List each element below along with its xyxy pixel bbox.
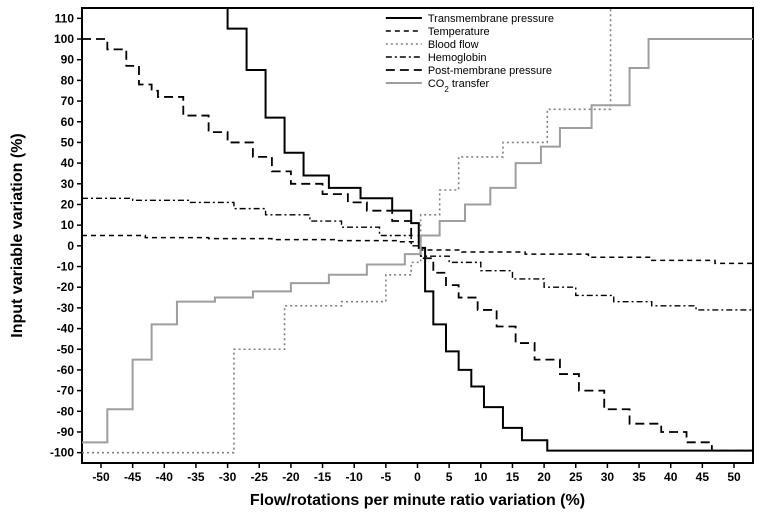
svg-text:50: 50 — [727, 470, 741, 484]
svg-text:110: 110 — [55, 11, 75, 25]
svg-text:-20: -20 — [282, 470, 300, 484]
svg-text:0: 0 — [67, 239, 74, 253]
chart-root: -100-90-80-70-60-50-40-30-20-10010203040… — [0, 0, 771, 517]
sensitivity-step-chart: -100-90-80-70-60-50-40-30-20-10010203040… — [0, 0, 771, 517]
svg-text:-35: -35 — [187, 470, 205, 484]
svg-text:30: 30 — [61, 177, 75, 191]
svg-text:-50: -50 — [57, 342, 75, 356]
svg-text:50: 50 — [61, 135, 75, 149]
svg-text:100: 100 — [54, 32, 74, 46]
svg-text:-15: -15 — [314, 470, 332, 484]
legend-label: Temperature — [428, 26, 490, 38]
svg-text:Flow/rotations per minute rati: Flow/rotations per minute ratio variatio… — [250, 492, 585, 509]
svg-text:0: 0 — [414, 470, 421, 484]
svg-text:40: 40 — [61, 156, 75, 170]
svg-text:-90: -90 — [57, 425, 75, 439]
svg-text:-10: -10 — [346, 470, 364, 484]
svg-text:-30: -30 — [219, 470, 237, 484]
svg-text:90: 90 — [61, 53, 75, 67]
svg-text:10: 10 — [474, 470, 488, 484]
svg-text:Input variable variation (%): Input variable variation (%) — [9, 133, 26, 337]
svg-text:5: 5 — [446, 470, 453, 484]
svg-text:20: 20 — [61, 197, 75, 211]
svg-text:-60: -60 — [57, 363, 75, 377]
legend-label: Post-membrane pressure — [428, 65, 552, 77]
svg-text:-50: -50 — [92, 470, 110, 484]
svg-text:-20: -20 — [57, 280, 75, 294]
svg-text:80: 80 — [61, 73, 75, 87]
svg-text:-70: -70 — [57, 384, 75, 398]
svg-text:20: 20 — [537, 470, 551, 484]
svg-text:70: 70 — [61, 94, 75, 108]
svg-text:-80: -80 — [57, 404, 75, 418]
svg-text:10: 10 — [61, 218, 75, 232]
svg-text:40: 40 — [664, 470, 678, 484]
legend-label: Blood flow — [428, 39, 479, 51]
svg-text:-25: -25 — [251, 470, 269, 484]
svg-text:25: 25 — [569, 470, 583, 484]
svg-text:60: 60 — [61, 115, 75, 129]
svg-text:-40: -40 — [57, 322, 75, 336]
svg-text:-40: -40 — [156, 470, 174, 484]
svg-text:-100: -100 — [50, 446, 74, 460]
svg-text:-30: -30 — [57, 301, 75, 315]
svg-text:-45: -45 — [124, 470, 142, 484]
legend-label: Hemoglobin — [428, 52, 487, 64]
svg-text:35: 35 — [632, 470, 646, 484]
legend-label: Transmembrane pressure — [428, 13, 554, 25]
svg-text:45: 45 — [696, 470, 710, 484]
svg-text:-10: -10 — [57, 260, 75, 274]
svg-text:30: 30 — [601, 470, 615, 484]
svg-text:15: 15 — [506, 470, 520, 484]
svg-text:-5: -5 — [381, 470, 392, 484]
